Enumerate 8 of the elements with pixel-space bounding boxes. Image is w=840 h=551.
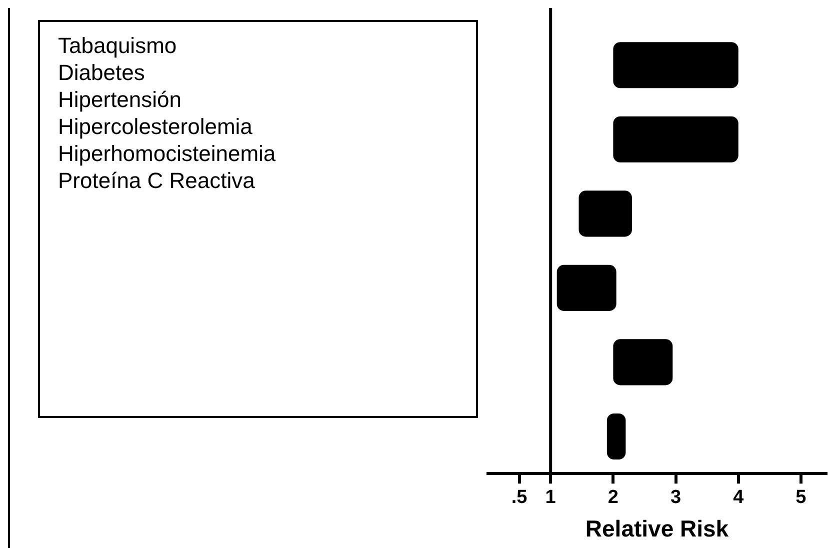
x-tick-label: 3 [670,487,682,508]
x-tick-label: 4 [733,487,744,508]
x-tick-label: .5 [511,487,528,508]
x-axis-title: Relative Risk [585,516,729,542]
x-tick-label: 5 [796,487,807,508]
x-tick-label: 2 [608,487,618,508]
x-tick-label: 1 [545,487,556,508]
label-box: Tabaquismo Diabetes Hipertensión Hipercolesterolemia Hiperhomocisteinemia Proteína C Reactiva [38,20,478,418]
